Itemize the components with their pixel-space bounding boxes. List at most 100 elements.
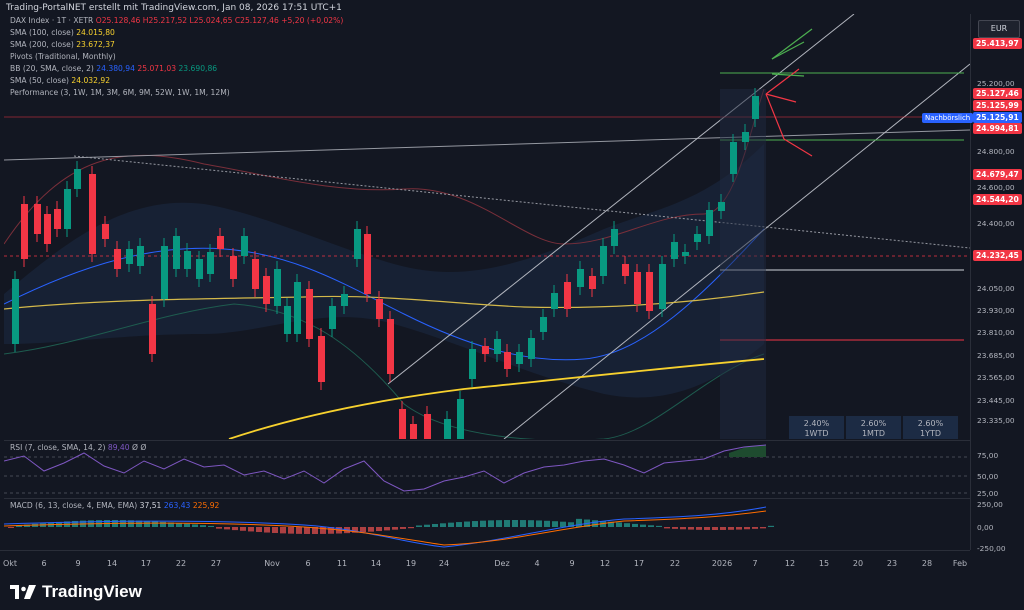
macd-tick: 250,00 xyxy=(977,500,1003,509)
legend-rsi[interactable]: RSI (7, close, SMA, 14, 2) 89,40 Ø Ø xyxy=(10,443,146,453)
candle-body xyxy=(126,249,133,264)
candle-body xyxy=(410,424,417,439)
price-tick: 24.800,00 xyxy=(977,147,1015,156)
legend-sma100[interactable]: SMA (100, close) 24.015,80 xyxy=(10,28,115,38)
candle-body xyxy=(89,174,96,254)
macd-histogram-bar xyxy=(376,527,382,532)
macd-histogram-bar xyxy=(200,525,206,527)
legend-performance[interactable]: Performance (3, 1W, 1M, 3M, 6M, 9M, 52W,… xyxy=(10,88,230,97)
candle-body xyxy=(318,336,325,382)
sma50-value: 24.032,92 xyxy=(71,76,111,85)
macd-histogram-bar xyxy=(568,522,574,527)
rsi-value: 89,40 xyxy=(107,443,130,452)
price-tag: 24.994,81 xyxy=(973,123,1022,134)
price-axis[interactable]: 25.200,00 24.800,00 24.600,00 24.400,00 … xyxy=(970,14,1024,553)
macd-histogram-bar xyxy=(560,521,566,527)
price-tag: 25.125,99 xyxy=(973,100,1022,111)
time-tick: 9 xyxy=(75,559,81,568)
macd-signal-line xyxy=(4,510,767,546)
macd-histogram-bar xyxy=(144,520,150,527)
candle-body xyxy=(173,236,180,269)
macd-canvas[interactable] xyxy=(4,499,970,551)
macd-histogram-bar xyxy=(608,521,614,527)
perf-1mtd-value: 2.60% xyxy=(860,419,887,428)
main-price-pane[interactable]: DAX Index · 1T · XETR O25.128,46 H25.217… xyxy=(4,14,970,439)
macd-histogram-bar xyxy=(648,525,654,527)
macd-histogram-bar xyxy=(704,527,710,530)
currency-button[interactable]: EUR xyxy=(978,20,1020,38)
perf-cell-1ytd: 2.60% 1YTD xyxy=(903,416,958,439)
candle-body xyxy=(671,242,678,259)
time-tick: 12 xyxy=(784,559,796,568)
macd-histogram-bar xyxy=(168,522,174,527)
rsi-tick: 50,00 xyxy=(977,472,999,481)
legend-ohlc: O25.128,46 H25.217,52 L25.024,65 C25.127… xyxy=(95,16,344,25)
macd-histogram-bar xyxy=(544,520,550,527)
time-tick: 27 xyxy=(210,559,222,568)
rsi-tick: 25,00 xyxy=(977,489,999,498)
sma200-value: 23.672,37 xyxy=(76,40,115,49)
rsi-line xyxy=(4,444,767,492)
red-projection-arrow xyxy=(783,138,813,157)
price-tag-last: 25.127,46 xyxy=(973,88,1022,99)
candle-body xyxy=(742,132,749,142)
rsi-pane[interactable]: RSI (7, close, SMA, 14, 2) 89,40 Ø Ø xyxy=(4,440,970,498)
legend-bb[interactable]: BB (20, SMA, close, 2) 24.380,94 25.071,… xyxy=(10,64,217,74)
legend-pivots[interactable]: Pivots (Traditional, Monthly) xyxy=(10,52,116,61)
attribution-text: Trading-PortalNET erstellt mit TradingVi… xyxy=(6,3,342,13)
macd-histogram-bar xyxy=(504,520,510,527)
green-projection-arrow xyxy=(771,28,813,60)
macd-pane[interactable]: MACD (6, 13, close, 4, EMA, EMA) 37,51 2… xyxy=(4,498,970,551)
price-tag: 24.679,47 xyxy=(973,169,1022,180)
candle-body xyxy=(457,399,464,439)
tradingview-logo[interactable]: TradingView xyxy=(10,582,142,602)
time-tick: 20 xyxy=(852,559,864,568)
bb-basis-line xyxy=(4,228,765,361)
rsi-extra: Ø Ø xyxy=(132,443,147,452)
candle-body xyxy=(364,234,371,294)
candle-body xyxy=(207,252,214,274)
candle-body xyxy=(516,352,523,364)
candle-body xyxy=(114,249,121,269)
projection-zone xyxy=(720,89,766,439)
candle-body xyxy=(137,246,144,266)
macd-histogram-bar xyxy=(576,518,582,527)
macd-histogram-bar xyxy=(368,527,374,532)
candle-body xyxy=(341,294,348,306)
macd-v3: 225,92 xyxy=(192,501,220,510)
perf-1ytd-label: 1YTD xyxy=(919,429,942,438)
red-projection-arrow xyxy=(765,93,797,103)
candle-body xyxy=(294,282,301,334)
candle-body xyxy=(399,409,406,439)
macd-histogram-bar xyxy=(424,524,430,527)
time-axis[interactable]: Okt 6 9 14 17 22 27 Nov 6 11 14 19 24 De… xyxy=(0,550,970,577)
price-chart-canvas[interactable] xyxy=(4,14,970,439)
legend-sma50[interactable]: SMA (50, close) 24.032,92 xyxy=(10,76,110,86)
macd-histogram-bar xyxy=(760,527,766,529)
macd-histogram-bar xyxy=(592,520,598,527)
macd-histogram-bar xyxy=(728,527,734,530)
rsi-canvas[interactable] xyxy=(4,441,970,498)
candle-body xyxy=(540,317,547,332)
macd-histogram-bar xyxy=(552,521,558,527)
legend-symbol[interactable]: DAX Index · 1T · XETR O25.128,46 H25.217… xyxy=(10,16,343,26)
sma50-line xyxy=(4,291,765,310)
candle-body xyxy=(494,339,501,354)
time-tick: 15 xyxy=(818,559,830,568)
macd-v2: 263,43 xyxy=(163,501,191,510)
legend-macd[interactable]: MACD (6, 13, close, 4, EMA, EMA) 37,51 2… xyxy=(10,501,219,511)
candle-body xyxy=(217,236,224,249)
legend-sma200[interactable]: SMA (200, close) 23.672,37 xyxy=(10,40,115,50)
candle-body xyxy=(34,204,41,234)
time-tick: 6 xyxy=(305,559,311,568)
long-trendline xyxy=(4,129,970,161)
macd-histogram-bar xyxy=(440,523,446,527)
macd-histogram-bar xyxy=(528,520,534,527)
candle-body xyxy=(528,338,535,359)
macd-histogram-bar xyxy=(240,527,246,531)
macd-histogram-bar xyxy=(456,522,462,527)
macd-histogram-bar xyxy=(720,527,726,530)
macd-histogram-bar xyxy=(744,527,750,530)
time-tick: 24 xyxy=(438,559,450,568)
candle-body xyxy=(504,352,511,369)
